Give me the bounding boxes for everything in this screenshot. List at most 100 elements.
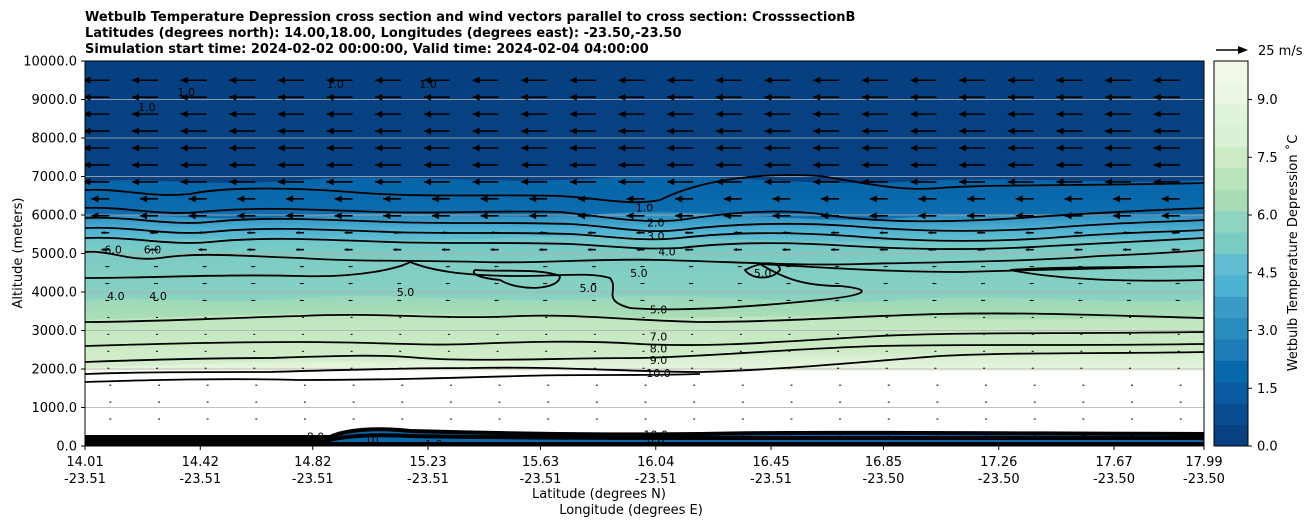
contour-label: 8.0 xyxy=(650,343,668,356)
wind-vector-head xyxy=(813,161,821,169)
wind-vector-head xyxy=(959,110,967,118)
contour-7 xyxy=(85,260,1204,311)
colorbar-tick-label: 7.5 xyxy=(1257,151,1278,166)
wind-vector-head xyxy=(393,248,397,252)
wind-vector-head xyxy=(423,110,431,118)
wind-vector-head xyxy=(737,299,740,302)
wind-vector-head xyxy=(251,299,253,302)
wind-vector-head xyxy=(85,178,91,186)
wind-vector-head xyxy=(131,178,139,186)
colorbar-band xyxy=(1214,61,1248,83)
wind-vector-head xyxy=(981,282,983,285)
wind-vector-head xyxy=(1056,178,1064,186)
wind-vector-head xyxy=(910,144,918,152)
contour-label: 5.0 xyxy=(397,286,415,299)
x-tick-label-lon: -23.50 xyxy=(978,472,1020,487)
wind-vector-head xyxy=(423,93,431,101)
wind-vector-head xyxy=(932,265,935,268)
wind-vector-head xyxy=(445,265,448,268)
wind-vector-head xyxy=(441,231,446,235)
wind-vector-head xyxy=(1056,93,1064,101)
wind-vector-head xyxy=(1127,282,1129,285)
surface-contours xyxy=(85,427,1204,446)
wind-vector-head xyxy=(375,178,383,186)
contour-9 xyxy=(85,343,1204,363)
wind-vector-head xyxy=(1175,282,1178,285)
y-tick-label: 8000.0 xyxy=(32,132,78,147)
wind-vector-head xyxy=(326,127,334,135)
wind-vector-head xyxy=(1153,127,1161,135)
colorbar-band xyxy=(1214,125,1248,148)
wind-vector-head xyxy=(85,76,91,84)
wind-vector-head xyxy=(813,93,821,101)
wind-vector-head xyxy=(326,178,334,186)
wind-vector-head xyxy=(831,248,835,252)
wind-vector-head xyxy=(472,76,480,84)
wind-vector-head xyxy=(1113,195,1121,203)
wind-vector-head xyxy=(277,110,285,118)
x-tick-label-lat: 15.23 xyxy=(409,455,446,470)
wind-vector-head xyxy=(861,144,869,152)
contour-island-2 xyxy=(743,262,781,279)
wind-vector-head xyxy=(959,76,967,84)
wind-vector-head xyxy=(861,161,869,169)
contour-label: 5.0 xyxy=(650,303,668,316)
colorbar-band xyxy=(1214,146,1248,169)
wind-vector-head xyxy=(299,265,302,268)
contour-label: 4.0 xyxy=(107,290,125,303)
wind-vector-head xyxy=(715,110,723,118)
wind-vector-head xyxy=(202,282,205,285)
wind-vector-head xyxy=(101,231,105,235)
wind-vector-head xyxy=(675,195,683,203)
wind-vector-head xyxy=(202,299,205,302)
quiver-key-arrow-head xyxy=(1238,46,1248,54)
x-tick-label-lon: -23.50 xyxy=(1183,472,1225,487)
y-tick-label: 5000.0 xyxy=(32,247,78,262)
wind-vector-head xyxy=(1029,265,1032,268)
wind-vector-head xyxy=(521,161,529,169)
colorbar-bands xyxy=(1214,61,1248,447)
contour-10 xyxy=(85,351,1204,375)
wind-vector-head xyxy=(1007,110,1015,118)
wind-vector-head xyxy=(344,231,348,235)
wind-vector-head xyxy=(577,195,585,203)
wind-vector-head xyxy=(348,265,351,268)
colorbar-tick-label: 1.5 xyxy=(1257,382,1278,397)
wind-vector-head xyxy=(472,144,480,152)
wind-vector-head xyxy=(959,144,967,152)
wind-vector-head xyxy=(1127,299,1129,302)
wind-vector-head xyxy=(910,93,918,101)
wind-vector-head xyxy=(101,248,105,252)
wind-vector-head xyxy=(153,299,156,302)
wind-vector-head xyxy=(569,161,577,169)
wind-vector-head xyxy=(667,161,675,169)
wind-vector-head xyxy=(397,282,399,285)
wind-vector-head xyxy=(539,231,543,235)
wind-vector-head xyxy=(587,231,592,235)
wind-vector-head xyxy=(326,110,334,118)
wind-vector-head xyxy=(543,265,545,268)
contour-8 xyxy=(85,331,1204,347)
wind-vector-head xyxy=(737,265,740,268)
wind-vector-head xyxy=(344,248,348,252)
colorbar-band xyxy=(1214,232,1248,254)
wind-vector-head xyxy=(869,195,877,203)
wind-vector-head xyxy=(967,195,975,203)
contour-label: 7.0 xyxy=(650,330,668,343)
y-tick-label: 4000.0 xyxy=(32,286,78,301)
wind-vector-head xyxy=(813,76,821,84)
wind-vector-head xyxy=(618,178,626,186)
wind-vector-head xyxy=(188,195,196,203)
wind-vector-head xyxy=(85,144,91,152)
wind-vector-head xyxy=(431,195,439,203)
wind-vector-head xyxy=(821,212,829,220)
colorbar-band xyxy=(1214,167,1248,190)
contour-label: 10.0 xyxy=(643,428,668,441)
wind-vector-head xyxy=(861,127,869,135)
wind-vector-head xyxy=(910,127,918,135)
x-tick-label-lat: 16.85 xyxy=(865,455,902,470)
wind-vector-head xyxy=(494,299,497,302)
x-tick-label-lat: 17.99 xyxy=(1185,455,1222,470)
wind-vector-head xyxy=(375,76,383,84)
